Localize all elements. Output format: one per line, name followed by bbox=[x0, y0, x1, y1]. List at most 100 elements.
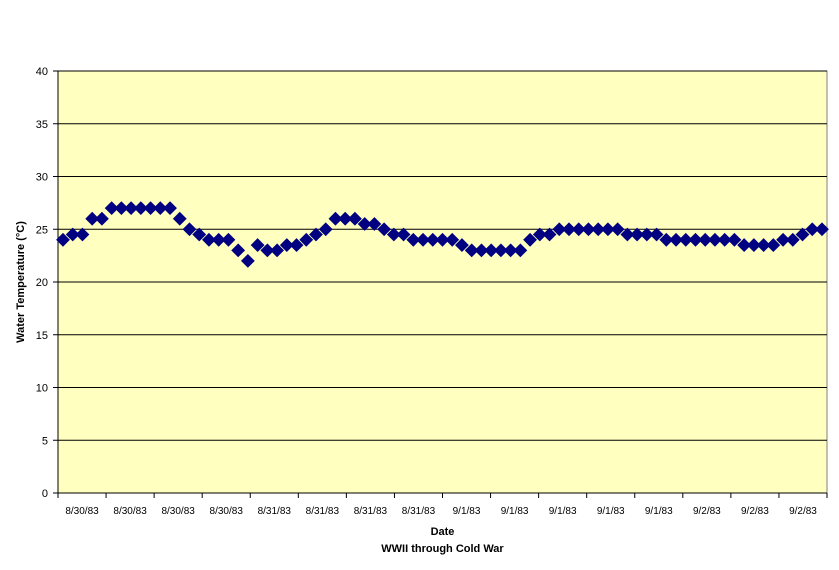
data-point bbox=[124, 201, 139, 216]
y-tick-label: 40 bbox=[36, 66, 48, 78]
data-point bbox=[435, 232, 450, 247]
data-point bbox=[192, 227, 207, 242]
data-point bbox=[279, 238, 294, 252]
data-point bbox=[455, 238, 469, 252]
data-point bbox=[513, 243, 528, 258]
data-point bbox=[172, 211, 187, 226]
data-point bbox=[348, 211, 362, 226]
x-tick-label: 8/31/83 bbox=[306, 506, 340, 517]
data-point bbox=[601, 222, 615, 237]
data-point bbox=[318, 222, 333, 237]
y-tick-label: 10 bbox=[36, 383, 48, 395]
x-tick-label: 9/1/83 bbox=[597, 506, 625, 517]
y-tick-label: 5 bbox=[42, 435, 48, 447]
x-axis-subtitle: WWII through Cold War bbox=[381, 543, 504, 555]
data-point bbox=[523, 232, 537, 247]
data-point bbox=[416, 232, 430, 247]
y-tick-label: 20 bbox=[36, 277, 48, 289]
data-point bbox=[815, 222, 829, 237]
x-tick-label: 9/1/83 bbox=[501, 506, 529, 517]
data-point bbox=[250, 238, 265, 252]
data-point bbox=[610, 222, 625, 237]
data-point bbox=[211, 232, 226, 247]
data-point bbox=[542, 227, 557, 242]
data-point bbox=[377, 222, 392, 237]
data-point bbox=[221, 232, 236, 247]
data-point bbox=[163, 201, 177, 216]
data-point bbox=[270, 243, 284, 258]
x-tick-label: 8/30/83 bbox=[210, 506, 244, 517]
x-tick-label: 8/31/83 bbox=[258, 506, 292, 517]
data-point bbox=[669, 232, 683, 247]
data-point bbox=[484, 243, 499, 258]
data-point bbox=[231, 243, 246, 258]
data-point bbox=[795, 227, 810, 242]
data-point bbox=[649, 227, 664, 242]
data-point bbox=[717, 232, 732, 247]
x-tick-label: 9/1/83 bbox=[453, 506, 481, 517]
x-tick-label: 8/30/83 bbox=[65, 506, 99, 517]
data-point bbox=[639, 227, 654, 242]
data-point bbox=[425, 232, 440, 247]
data-point bbox=[552, 222, 567, 237]
data-point bbox=[727, 232, 742, 247]
data-point bbox=[240, 253, 255, 268]
data-point bbox=[493, 243, 508, 258]
data-point bbox=[309, 227, 323, 242]
data-point bbox=[805, 222, 820, 237]
data-point bbox=[562, 222, 576, 237]
data-point bbox=[503, 243, 518, 258]
data-point bbox=[65, 227, 80, 242]
data-point bbox=[202, 232, 216, 247]
x-tick-label: 9/2/83 bbox=[693, 506, 721, 517]
y-tick-label: 35 bbox=[36, 119, 48, 131]
data-series bbox=[56, 201, 829, 268]
x-tick-label: 8/30/83 bbox=[113, 506, 147, 517]
data-point bbox=[737, 238, 752, 252]
x-tick-label: 8/30/83 bbox=[161, 506, 195, 517]
x-tick-labels: 8/30/83 8/30/83 8/30/83 8/30/83 8/31/83 8/31/… bbox=[65, 506, 817, 517]
data-point bbox=[56, 232, 70, 247]
data-point bbox=[776, 232, 790, 247]
data-point bbox=[659, 232, 674, 247]
data-point bbox=[328, 211, 343, 226]
data-point bbox=[143, 201, 158, 216]
data-point bbox=[746, 238, 761, 252]
data-point bbox=[785, 232, 800, 247]
data-point bbox=[153, 201, 168, 216]
x-axis-title: Date bbox=[431, 526, 455, 538]
x-tick-label: 9/1/83 bbox=[549, 506, 577, 517]
data-point bbox=[386, 227, 401, 242]
y-tick-label: 0 bbox=[42, 488, 48, 500]
axes bbox=[53, 70, 828, 498]
data-point bbox=[260, 243, 275, 258]
data-point bbox=[289, 238, 304, 252]
y-tick-labels: 0 5 10 15 20 25 30 35 40 bbox=[36, 66, 48, 500]
data-point bbox=[591, 222, 606, 237]
data-point bbox=[474, 243, 489, 258]
data-point bbox=[464, 243, 479, 258]
x-tick-label: 9/2/83 bbox=[741, 506, 769, 517]
data-point bbox=[571, 222, 586, 237]
data-point bbox=[698, 232, 713, 247]
y-tick-label: 30 bbox=[36, 172, 48, 184]
data-point bbox=[630, 227, 645, 242]
data-point bbox=[756, 238, 771, 252]
data-point bbox=[114, 201, 129, 216]
data-point bbox=[133, 201, 148, 216]
y-axis-title: Water Temperature (°C) bbox=[15, 221, 27, 343]
data-point bbox=[708, 232, 722, 247]
data-point bbox=[620, 227, 635, 242]
data-point bbox=[182, 222, 197, 237]
data-point bbox=[85, 211, 100, 226]
data-point bbox=[406, 232, 421, 247]
data-point bbox=[104, 201, 119, 216]
y-tick-label: 15 bbox=[36, 330, 48, 342]
x-tick-label: 9/1/83 bbox=[645, 506, 673, 517]
x-tick-label: 9/2/83 bbox=[789, 506, 817, 517]
data-point bbox=[445, 232, 460, 247]
data-point bbox=[95, 211, 109, 226]
data-point bbox=[581, 222, 596, 237]
gridlines bbox=[58, 70, 827, 441]
